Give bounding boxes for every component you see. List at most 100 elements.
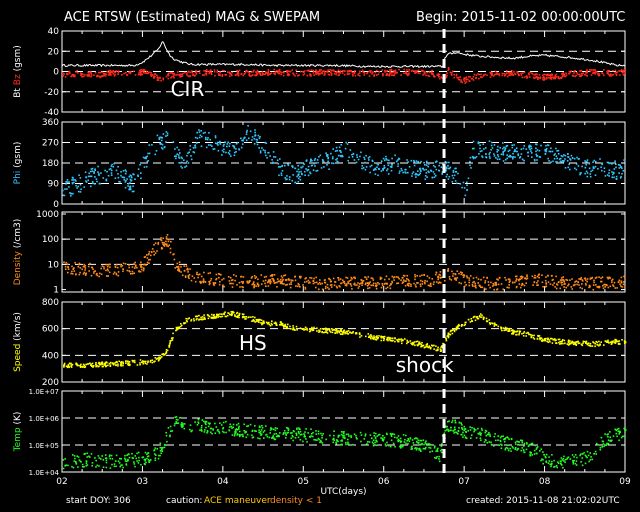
data-point	[413, 164, 416, 167]
data-point	[485, 434, 488, 437]
data-point	[343, 282, 346, 285]
x-tick-label: 06	[378, 477, 390, 487]
data-point	[408, 280, 410, 282]
data-point	[288, 176, 291, 178]
data-point	[336, 157, 338, 160]
data-point	[315, 73, 317, 75]
data-point	[109, 364, 112, 367]
data-point	[407, 284, 409, 286]
data-point	[319, 69, 321, 71]
data-point	[335, 71, 337, 74]
data-point	[544, 153, 547, 155]
data-point	[406, 339, 408, 342]
data-point	[110, 169, 113, 172]
data-point	[299, 428, 301, 431]
data-point	[339, 278, 342, 280]
data-point	[609, 73, 612, 75]
data-point	[268, 436, 271, 439]
data-point	[128, 266, 130, 269]
data-point	[96, 74, 98, 77]
data-point	[405, 434, 407, 437]
data-point	[222, 284, 224, 286]
data-point	[168, 346, 170, 348]
data-point	[218, 273, 221, 275]
data-point	[607, 277, 609, 280]
data-point	[577, 158, 580, 160]
data-point	[289, 432, 292, 434]
data-point	[367, 283, 370, 286]
data-point	[535, 75, 537, 78]
data-point	[433, 348, 435, 350]
data-point	[240, 434, 242, 436]
data-point	[481, 286, 484, 289]
data-point	[100, 362, 102, 365]
data-point	[378, 168, 381, 170]
data-point	[117, 173, 119, 175]
x-tick-label: 05	[298, 477, 309, 487]
data-point	[356, 438, 358, 440]
data-point	[363, 158, 366, 160]
data-point	[228, 71, 231, 74]
data-point	[204, 281, 207, 283]
data-point	[446, 161, 448, 164]
data-point	[371, 73, 373, 75]
data-point	[345, 443, 347, 446]
data-point	[238, 427, 240, 429]
data-point	[580, 461, 582, 463]
data-point	[590, 170, 592, 173]
data-point	[586, 74, 588, 77]
data-point	[535, 153, 537, 156]
data-point	[271, 277, 273, 280]
data-point	[467, 318, 470, 321]
data-point	[94, 457, 96, 459]
data-point	[156, 250, 158, 252]
data-point	[496, 72, 498, 74]
data-point	[498, 74, 501, 77]
data-point	[271, 437, 273, 439]
data-point	[219, 140, 221, 143]
data-point	[224, 74, 226, 76]
data-point	[512, 157, 514, 160]
data-point	[475, 276, 478, 279]
data-point	[228, 426, 231, 428]
data-point	[236, 73, 239, 76]
data-point	[129, 182, 131, 184]
data-point	[321, 159, 324, 161]
data-point	[528, 333, 531, 336]
data-point	[317, 72, 319, 75]
data-point	[164, 352, 167, 355]
data-point	[487, 281, 490, 283]
data-point	[86, 456, 88, 458]
data-point	[464, 428, 467, 430]
data-point	[253, 281, 255, 283]
data-point	[614, 72, 616, 74]
data-point	[191, 70, 193, 72]
data-point	[144, 72, 147, 74]
data-point	[303, 281, 306, 283]
data-point	[317, 430, 320, 433]
data-point	[600, 280, 603, 283]
data-point	[465, 78, 467, 81]
data-point	[214, 422, 216, 425]
data-point	[137, 73, 140, 76]
data-point	[225, 151, 227, 154]
data-point	[135, 265, 137, 267]
data-point	[436, 456, 438, 458]
data-point	[194, 280, 197, 283]
data-point	[257, 134, 260, 137]
data-point	[79, 177, 82, 179]
data-point	[555, 275, 557, 278]
data-point	[283, 274, 285, 277]
data-point	[536, 447, 538, 449]
data-point	[390, 434, 392, 436]
data-point	[589, 459, 592, 461]
data-point	[620, 276, 623, 279]
data-point	[89, 170, 92, 173]
data-point	[489, 286, 491, 289]
data-point	[461, 428, 464, 431]
y-axis-label-part: Speed	[13, 344, 23, 372]
data-point	[304, 174, 306, 176]
data-point	[256, 320, 258, 323]
data-point	[504, 149, 506, 151]
